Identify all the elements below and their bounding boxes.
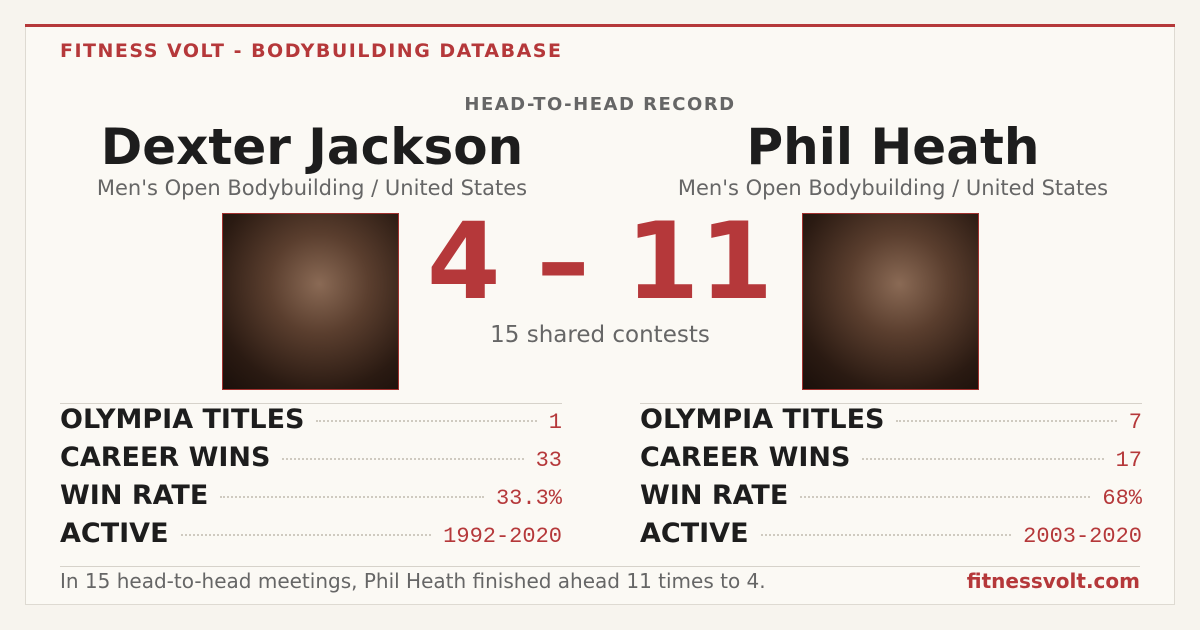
card <box>25 25 1175 605</box>
section-title: HEAD-TO-HEAD RECORD <box>464 94 736 115</box>
stat-value: 7 <box>1128 410 1142 435</box>
score-caption: 15 shared contests <box>490 322 710 348</box>
stat-value: 1 <box>548 410 562 435</box>
stat-label: ACTIVE <box>640 518 749 549</box>
athlete-photo <box>222 213 399 390</box>
brand: FITNESS VOLT - BODYBUILDING DATABASE <box>60 40 563 62</box>
leader <box>220 496 484 498</box>
athlete-photo <box>802 213 979 390</box>
stat-label: CAREER WINS <box>640 442 851 473</box>
score-separator: – <box>536 200 590 323</box>
athlete-subtitle: Men's Open Bodybuilding / United States <box>96 176 528 200</box>
site-link[interactable]: fitnessvolt.com <box>966 569 1140 593</box>
score-right: 11 <box>625 200 774 323</box>
stat-value: 33.3% <box>495 486 562 511</box>
stat-value: 17 <box>1115 448 1142 473</box>
stats: OLYMPIA TITLES 1 CAREER WINS 33 WIN RATE 33.3… <box>60 403 562 556</box>
athlete-subtitle: Men's Open Bodybuilding / United States <box>677 176 1109 200</box>
leader <box>180 534 432 536</box>
stat-value: 2003-2020 <box>1023 524 1142 549</box>
summary: In 15 head-to-head meetings, Phil Heath … <box>60 569 766 593</box>
score: 4–11 <box>0 200 1200 323</box>
stat-row: OLYMPIA TITLES 1 <box>60 404 562 442</box>
athlete-name: Phil Heath <box>746 118 1040 176</box>
footer: In 15 head-to-head meetings, Phil Heath … <box>60 566 1140 593</box>
leader <box>760 534 1012 536</box>
leader <box>316 420 537 422</box>
stat-value: 33 <box>535 448 562 473</box>
athlete-name: Dexter Jackson <box>100 118 524 176</box>
stat-label: OLYMPIA TITLES <box>60 404 305 435</box>
leader <box>282 458 524 460</box>
stat-label: OLYMPIA TITLES <box>640 404 885 435</box>
leader <box>896 420 1117 422</box>
stat-row: CAREER WINS 33 <box>60 442 562 480</box>
stat-value: 68% <box>1102 486 1142 511</box>
stat-label: CAREER WINS <box>60 442 271 473</box>
stat-label: WIN RATE <box>60 480 209 511</box>
stat-row: ACTIVE 1992-2020 <box>60 518 562 556</box>
stat-label: ACTIVE <box>60 518 169 549</box>
stat-row: OLYMPIA TITLES 7 <box>640 404 1142 442</box>
stat-label: WIN RATE <box>640 480 789 511</box>
stat-row: ACTIVE 2003-2020 <box>640 518 1142 556</box>
top-rule <box>25 24 1175 27</box>
score-left: 4 <box>426 200 501 323</box>
stat-row: WIN RATE 68% <box>640 480 1142 518</box>
stat-row: WIN RATE 33.3% <box>60 480 562 518</box>
stat-value: 1992-2020 <box>443 524 562 549</box>
leader <box>800 496 1091 498</box>
stat-row: CAREER WINS 17 <box>640 442 1142 480</box>
stats: OLYMPIA TITLES 7 CAREER WINS 17 WIN RATE 68% A… <box>640 403 1142 556</box>
leader <box>862 458 1104 460</box>
